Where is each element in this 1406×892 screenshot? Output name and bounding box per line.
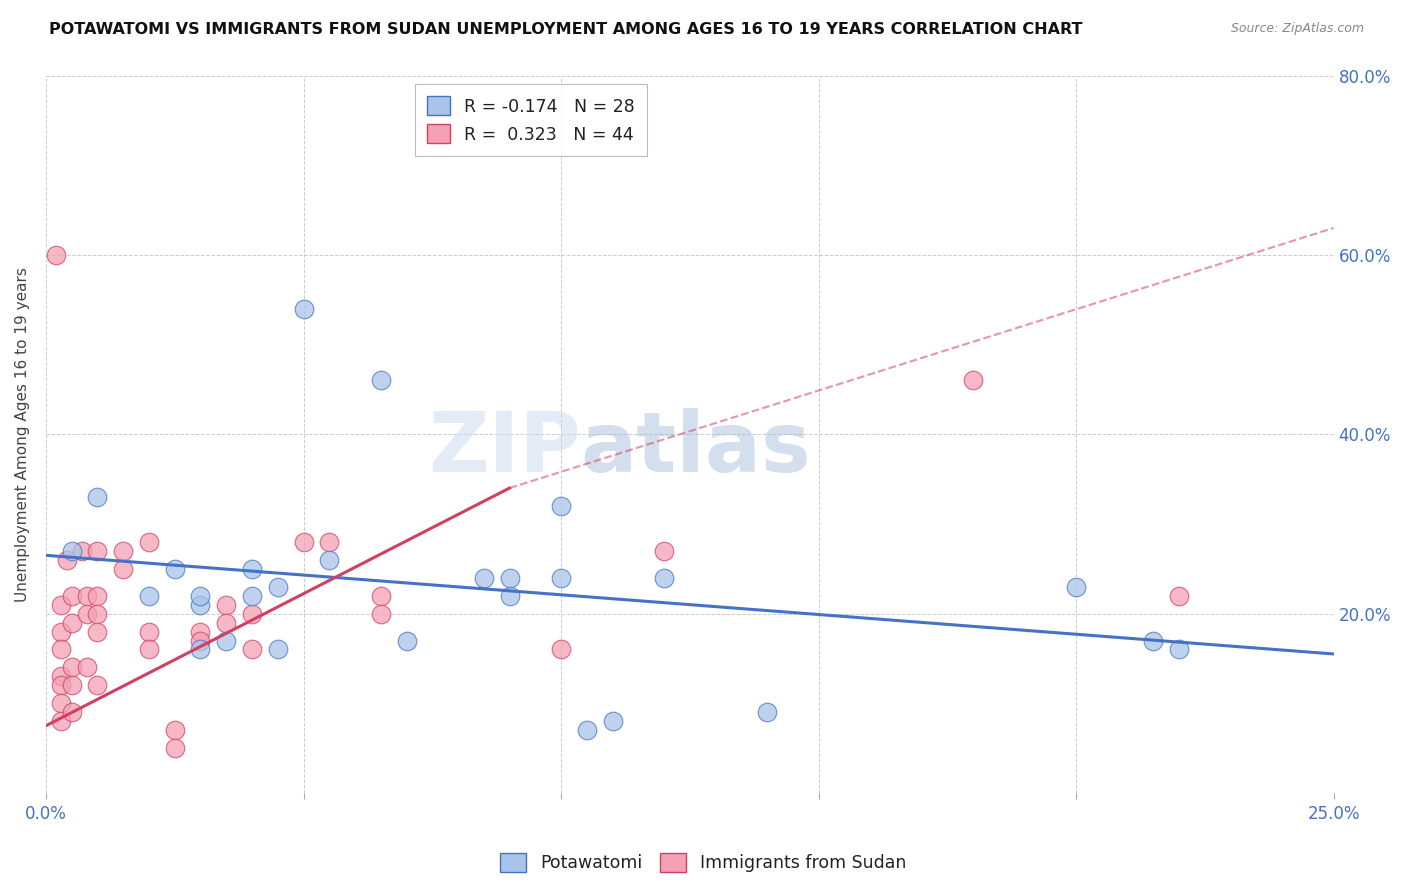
Point xyxy=(550,499,572,513)
Point xyxy=(163,741,186,756)
Point xyxy=(550,571,572,585)
Point xyxy=(1168,589,1191,603)
Point xyxy=(76,589,98,603)
Point xyxy=(51,678,73,692)
Point xyxy=(240,642,263,657)
Point xyxy=(318,553,340,567)
Point xyxy=(60,589,83,603)
Point xyxy=(60,660,83,674)
Point xyxy=(112,562,135,576)
Point xyxy=(51,669,73,683)
Point xyxy=(267,642,290,657)
Point xyxy=(86,678,108,692)
Point xyxy=(76,607,98,621)
Text: Source: ZipAtlas.com: Source: ZipAtlas.com xyxy=(1230,22,1364,36)
Point xyxy=(190,633,212,648)
Point xyxy=(55,553,77,567)
Point xyxy=(45,248,67,262)
Point xyxy=(756,706,779,720)
Point xyxy=(215,615,238,630)
Point xyxy=(190,598,212,612)
Point xyxy=(498,571,520,585)
Point xyxy=(602,714,624,729)
Point xyxy=(51,696,73,710)
Point xyxy=(163,562,186,576)
Point xyxy=(51,642,73,657)
Legend: R = -0.174   N = 28, R =  0.323   N = 44: R = -0.174 N = 28, R = 0.323 N = 44 xyxy=(415,84,647,156)
Point xyxy=(51,598,73,612)
Point xyxy=(86,624,108,639)
Point xyxy=(267,580,290,594)
Point xyxy=(240,589,263,603)
Point xyxy=(652,544,675,558)
Point xyxy=(1142,633,1164,648)
Point xyxy=(86,490,108,504)
Point xyxy=(112,544,135,558)
Point xyxy=(86,544,108,558)
Point xyxy=(138,642,160,657)
Legend: Potawatomi, Immigrants from Sudan: Potawatomi, Immigrants from Sudan xyxy=(494,846,912,879)
Point xyxy=(70,544,93,558)
Point xyxy=(550,642,572,657)
Point xyxy=(1064,580,1087,594)
Point xyxy=(498,589,520,603)
Point xyxy=(652,571,675,585)
Point xyxy=(215,598,238,612)
Point xyxy=(370,589,392,603)
Point xyxy=(138,624,160,639)
Point xyxy=(138,534,160,549)
Point xyxy=(472,571,495,585)
Point xyxy=(51,714,73,729)
Point xyxy=(163,723,186,738)
Point xyxy=(215,633,238,648)
Point xyxy=(1168,642,1191,657)
Point xyxy=(86,589,108,603)
Point xyxy=(138,589,160,603)
Point xyxy=(240,562,263,576)
Text: ZIP: ZIP xyxy=(427,409,581,489)
Point xyxy=(190,589,212,603)
Point xyxy=(370,607,392,621)
Point xyxy=(292,534,315,549)
Point xyxy=(395,633,418,648)
Y-axis label: Unemployment Among Ages 16 to 19 years: Unemployment Among Ages 16 to 19 years xyxy=(15,267,30,602)
Point xyxy=(190,624,212,639)
Point xyxy=(240,607,263,621)
Point xyxy=(86,607,108,621)
Point xyxy=(76,660,98,674)
Point xyxy=(292,301,315,316)
Text: atlas: atlas xyxy=(581,409,811,489)
Point xyxy=(318,534,340,549)
Point xyxy=(60,678,83,692)
Point xyxy=(51,624,73,639)
Point xyxy=(190,642,212,657)
Text: POTAWATOMI VS IMMIGRANTS FROM SUDAN UNEMPLOYMENT AMONG AGES 16 TO 19 YEARS CORRE: POTAWATOMI VS IMMIGRANTS FROM SUDAN UNEM… xyxy=(49,22,1083,37)
Point xyxy=(575,723,598,738)
Point xyxy=(60,544,83,558)
Point xyxy=(60,706,83,720)
Point xyxy=(370,374,392,388)
Point xyxy=(962,374,984,388)
Point xyxy=(60,615,83,630)
